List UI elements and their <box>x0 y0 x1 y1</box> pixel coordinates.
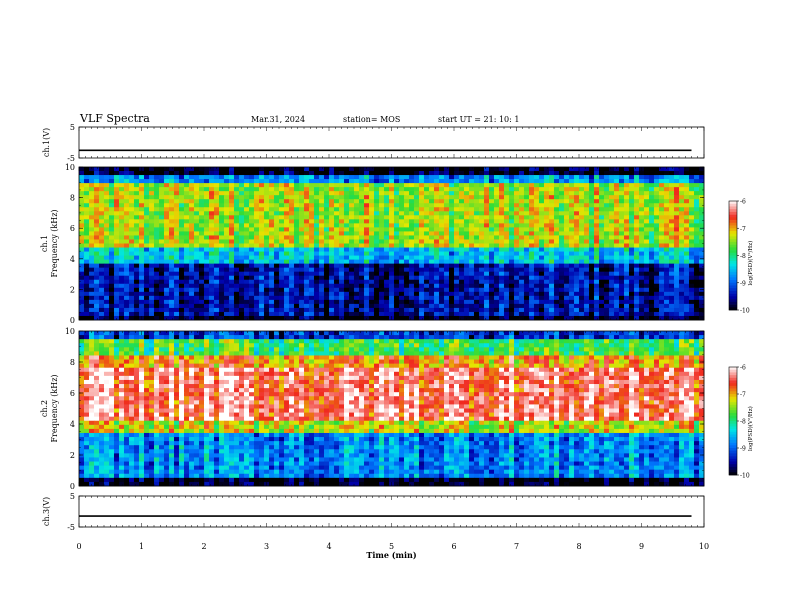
spectrogram-cells <box>79 167 705 321</box>
x-tick-label: 4 <box>326 542 331 551</box>
plot-title: VLF Spectra <box>80 112 150 125</box>
y-tick-label: 5 <box>70 123 75 132</box>
panel-ch1-spectrogram: -6 -7 -8 -9 -10 log(PSD)(V²/Hz) 0 2 4 6 8 10 ch.1 Fre… <box>40 163 754 325</box>
panel-ch3-voltage: 5 -5 ch.3(V) 0 1 2 3 4 5 6 7 8 9 10 Time (min) <box>42 492 709 560</box>
x-tick-label: 6 <box>451 542 456 551</box>
panel-ch1-voltage: 5 -5 ch.1(V) <box>42 123 705 163</box>
y-tick-label: 6 <box>70 224 75 233</box>
y-tick-label: 2 <box>70 285 75 294</box>
colorbar-tick-label: -10 <box>740 473 750 480</box>
spectrogram-cells <box>79 331 705 487</box>
x-tick-label: 1 <box>139 542 144 551</box>
panel-frame <box>78 126 705 159</box>
y-axis-label: ch.1 <box>40 235 49 252</box>
y-axis-label: ch.3(V) <box>42 497 51 526</box>
colorbar: -6 -7 -8 -9 -10 log(PSD)(V²/Hz) <box>728 365 754 480</box>
colorbar-tick-label: -9 <box>740 446 746 453</box>
y-tick-label: -5 <box>67 154 75 163</box>
y-tick-label: -5 <box>67 523 75 532</box>
panel-frame <box>78 495 705 528</box>
y-tick-label: 4 <box>70 420 75 429</box>
y-tick-label: 5 <box>70 492 75 501</box>
x-tick-label: 5 <box>389 542 394 551</box>
y-tick-label: 0 <box>70 316 75 325</box>
x-tick-label: 7 <box>514 542 519 551</box>
date-label: Mar.31, 2024 <box>251 115 306 124</box>
station-label: station= MOS <box>343 115 401 124</box>
y-tick-label: 4 <box>70 255 75 264</box>
y-axis-label: Frequency (kHz) <box>50 209 59 277</box>
y-axis-label: Frequency (kHz) <box>50 374 59 442</box>
x-tick-label: 2 <box>201 542 206 551</box>
x-tick-label: 8 <box>576 542 581 551</box>
panel-ch2-spectrogram: -6 -7 -8 -9 -10 log(PSD)(V²/Hz) 0 2 4 6 8 10 ch.2 Fre… <box>40 327 754 491</box>
colorbar-tick-label: -7 <box>740 392 746 399</box>
y-axis-label: ch.2 <box>40 400 49 417</box>
colorbar: -6 -7 -8 -9 -10 log(PSD)(V²/Hz) <box>728 199 754 315</box>
colorbar-label: log(PSD)(V²/Hz) <box>747 241 754 286</box>
colorbar-tick-label: -9 <box>740 280 746 287</box>
y-tick-label: 8 <box>70 194 75 203</box>
x-tick-label: 10 <box>699 542 709 551</box>
colorbar-tick-label: -8 <box>740 419 746 426</box>
y-axis-label: ch.1(V) <box>42 128 51 157</box>
x-tick-label: 0 <box>76 542 81 551</box>
x-tick-label: 3 <box>264 542 269 551</box>
y-tick-label: 10 <box>65 327 75 336</box>
y-tick-label: 8 <box>70 358 75 367</box>
colorbar-tick-label: -6 <box>740 365 746 372</box>
colorbar-tick-label: -8 <box>740 253 746 260</box>
colorbar-tick-label: -7 <box>740 226 746 233</box>
y-tick-label: 10 <box>65 163 75 172</box>
colorbar-label: log(PSD)(V²/Hz) <box>747 406 754 451</box>
colorbar-tick-label: -6 <box>740 199 746 206</box>
y-tick-label: 6 <box>70 389 75 398</box>
y-tick-label: 2 <box>70 451 75 460</box>
start-time-label: start UT = 21: 10: 1 <box>438 115 520 124</box>
x-axis-label: Time (min) <box>366 550 416 560</box>
y-tick-label: 0 <box>70 482 75 491</box>
x-tick-label: 9 <box>639 542 644 551</box>
colorbar-tick-label: -10 <box>740 308 750 315</box>
